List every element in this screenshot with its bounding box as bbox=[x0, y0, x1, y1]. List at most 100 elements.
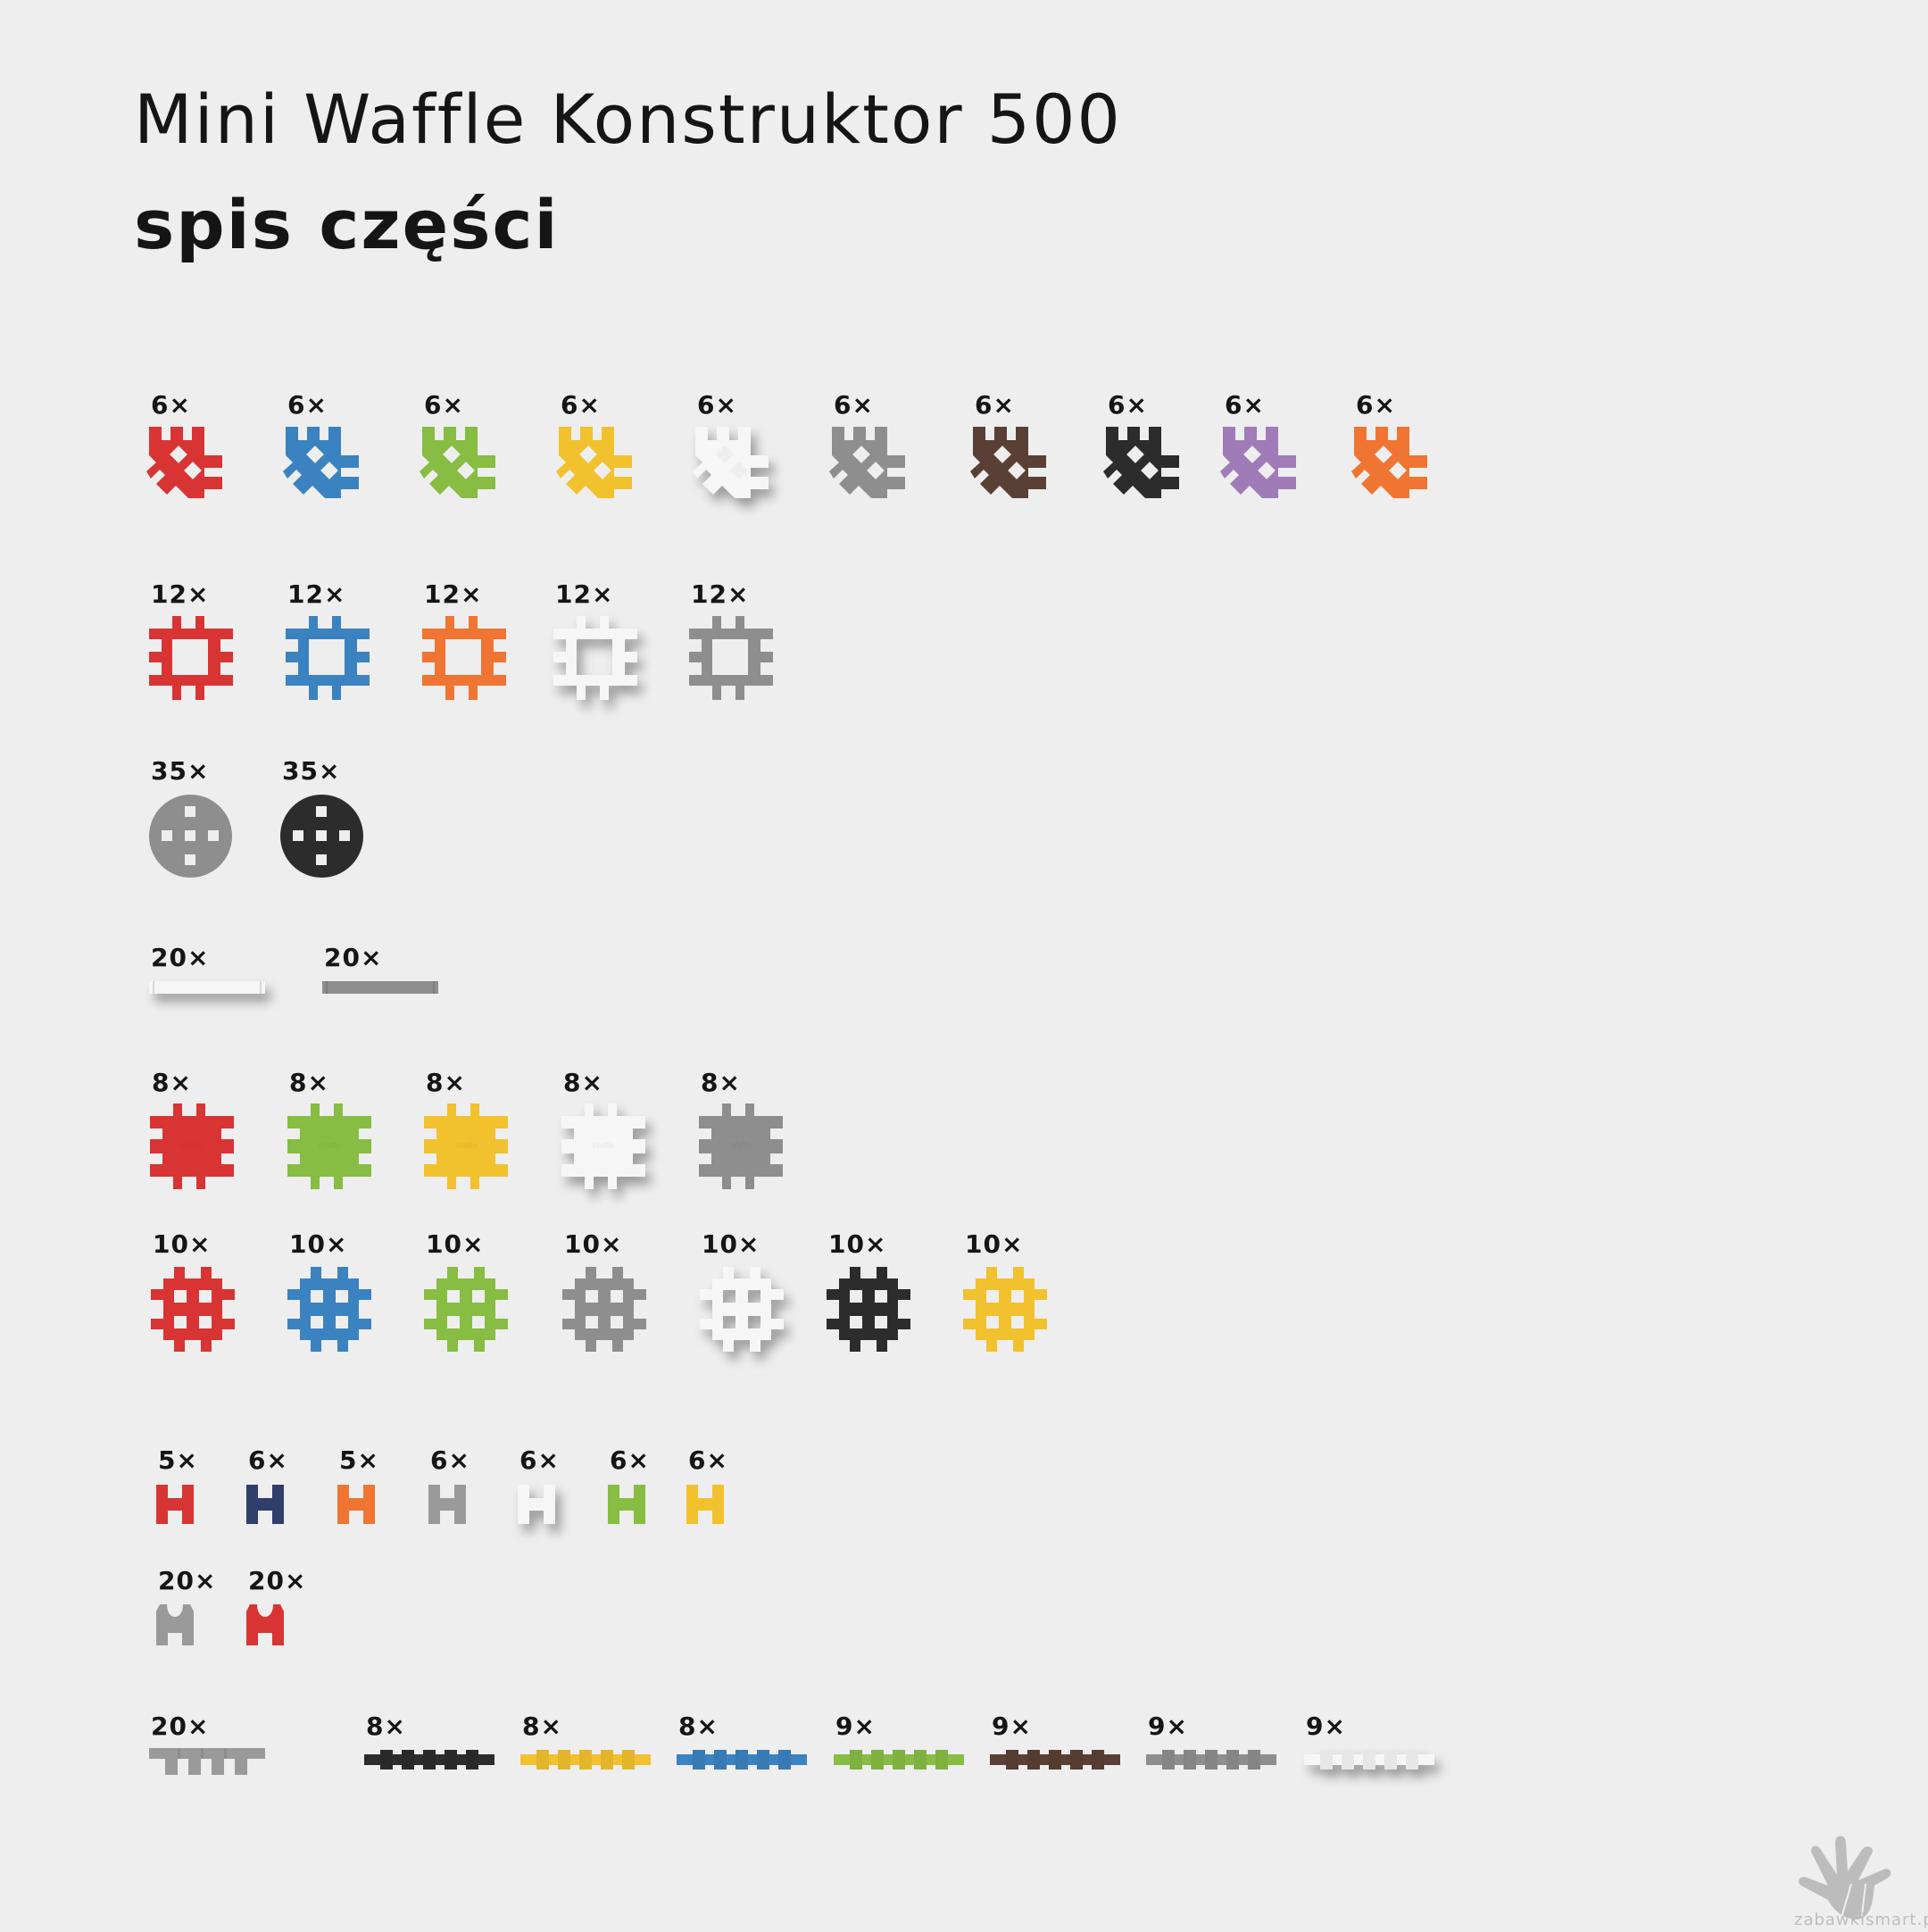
grid-piece-icon bbox=[151, 1267, 235, 1352]
quantity-label: 35× bbox=[151, 756, 210, 786]
svg-text:Waffle: Waffle bbox=[180, 1141, 203, 1150]
corner-piece-icon bbox=[556, 427, 632, 498]
quantity-label: 9× bbox=[1306, 1711, 1346, 1741]
corner-piece-icon bbox=[829, 427, 905, 498]
quantity-label: 6× bbox=[519, 1445, 560, 1475]
solid-piece-icon: Waffle bbox=[150, 1103, 234, 1189]
hnotch-piece-icon bbox=[156, 1604, 194, 1645]
grid-piece-icon bbox=[562, 1267, 646, 1352]
quantity-label: 6× bbox=[975, 390, 1015, 420]
frame-piece-icon bbox=[689, 616, 773, 700]
corner-piece-icon bbox=[283, 427, 359, 498]
h-piece-icon bbox=[337, 1485, 375, 1524]
corner-piece-icon bbox=[1220, 427, 1296, 498]
grid-piece-icon bbox=[963, 1267, 1047, 1352]
frame-piece-icon bbox=[286, 616, 370, 700]
quantity-label: 6× bbox=[697, 390, 737, 420]
quantity-label: 10× bbox=[153, 1229, 212, 1259]
stick-piece-icon bbox=[520, 1750, 651, 1770]
frame-piece-icon bbox=[553, 616, 637, 700]
quantity-label: 10× bbox=[702, 1229, 760, 1259]
quantity-label: 10× bbox=[426, 1229, 485, 1259]
hnotch-piece-icon bbox=[246, 1604, 284, 1645]
grid-piece-icon bbox=[700, 1267, 784, 1352]
rod-piece-icon bbox=[322, 981, 438, 994]
rod-piece-icon bbox=[149, 981, 265, 994]
grid-piece-icon bbox=[287, 1267, 371, 1352]
quantity-label: 8× bbox=[678, 1711, 719, 1741]
quantity-label: 12× bbox=[424, 579, 483, 609]
quantity-label: 8× bbox=[701, 1068, 741, 1097]
quantity-label: 12× bbox=[287, 579, 346, 609]
quantity-label: 9× bbox=[992, 1711, 1032, 1741]
quantity-label: 8× bbox=[289, 1068, 329, 1097]
solid-piece-icon: Waffle bbox=[287, 1103, 371, 1189]
quantity-label: 6× bbox=[1356, 390, 1396, 420]
quantity-label: 20× bbox=[151, 1711, 210, 1741]
h-piece-icon bbox=[608, 1485, 645, 1524]
quantity-label: 8× bbox=[366, 1711, 406, 1741]
page-subtitle: spis części bbox=[134, 185, 560, 264]
circle-piece-icon bbox=[280, 795, 363, 878]
quantity-label: 8× bbox=[426, 1068, 466, 1097]
quantity-label: 6× bbox=[1108, 390, 1148, 420]
stick-piece-icon bbox=[677, 1750, 807, 1770]
quantity-label: 6× bbox=[248, 1445, 288, 1475]
corner-piece-icon bbox=[146, 427, 222, 498]
quantity-label: 9× bbox=[835, 1711, 876, 1741]
quantity-label: 8× bbox=[563, 1068, 603, 1097]
svg-text:Waffle: Waffle bbox=[318, 1141, 340, 1150]
corner-piece-icon bbox=[693, 427, 769, 498]
quantity-label: 6× bbox=[688, 1445, 728, 1475]
quantity-label: 12× bbox=[691, 579, 750, 609]
quantity-label: 6× bbox=[151, 390, 191, 420]
quantity-label: 5× bbox=[339, 1445, 379, 1475]
quantity-label: 20× bbox=[248, 1566, 307, 1595]
quantity-label: 35× bbox=[282, 756, 341, 786]
corner-piece-icon bbox=[1103, 427, 1179, 498]
hand-icon bbox=[1792, 1830, 1926, 1928]
quantity-label: 8× bbox=[522, 1711, 562, 1741]
quantity-label: 12× bbox=[555, 579, 614, 609]
quantity-label: 6× bbox=[287, 390, 328, 420]
frame-piece-icon bbox=[149, 616, 233, 700]
quantity-label: 6× bbox=[430, 1445, 470, 1475]
stick-piece-icon bbox=[1146, 1750, 1276, 1770]
stick-piece-icon bbox=[364, 1750, 494, 1770]
circle-piece-icon bbox=[149, 795, 232, 878]
frame-piece-icon bbox=[422, 616, 506, 700]
watermark-text: zabawkismart.pl bbox=[1794, 1911, 1928, 1929]
stick-piece-icon bbox=[990, 1750, 1120, 1770]
h-piece-icon bbox=[428, 1485, 466, 1524]
solid-piece-icon: Waffle bbox=[424, 1103, 508, 1189]
svg-text:Waffle: Waffle bbox=[454, 1141, 477, 1150]
quantity-label: 10× bbox=[828, 1229, 887, 1259]
quantity-label: 6× bbox=[424, 390, 464, 420]
quantity-label: 10× bbox=[289, 1229, 348, 1259]
h-piece-icon bbox=[156, 1485, 194, 1524]
grid-piece-icon bbox=[424, 1267, 508, 1352]
h-piece-icon bbox=[518, 1485, 555, 1524]
quantity-label: 6× bbox=[1225, 390, 1265, 420]
quantity-label: 20× bbox=[158, 1566, 217, 1595]
stick-piece-icon bbox=[1304, 1750, 1434, 1770]
stick-piece-icon bbox=[834, 1750, 964, 1770]
h-piece-icon bbox=[686, 1485, 724, 1524]
quantity-label: 6× bbox=[834, 390, 874, 420]
quantity-label: 8× bbox=[152, 1068, 192, 1097]
solid-piece-icon: Waffle bbox=[699, 1103, 783, 1189]
comb-piece-icon bbox=[149, 1748, 265, 1775]
svg-text:Waffle: Waffle bbox=[729, 1141, 752, 1150]
quantity-label: 20× bbox=[151, 943, 210, 972]
grid-piece-icon bbox=[827, 1267, 910, 1352]
h-piece-icon bbox=[246, 1485, 284, 1524]
svg-text:Waffle: Waffle bbox=[592, 1141, 614, 1150]
quantity-label: 10× bbox=[564, 1229, 623, 1259]
page-title: Mini Waffle Konstruktor 500 bbox=[134, 79, 1122, 159]
corner-piece-icon bbox=[970, 427, 1046, 498]
solid-piece-icon: Waffle bbox=[561, 1103, 645, 1189]
quantity-label: 6× bbox=[610, 1445, 650, 1475]
corner-piece-icon bbox=[1351, 427, 1427, 498]
quantity-label: 20× bbox=[324, 943, 383, 972]
corner-piece-icon bbox=[420, 427, 495, 498]
